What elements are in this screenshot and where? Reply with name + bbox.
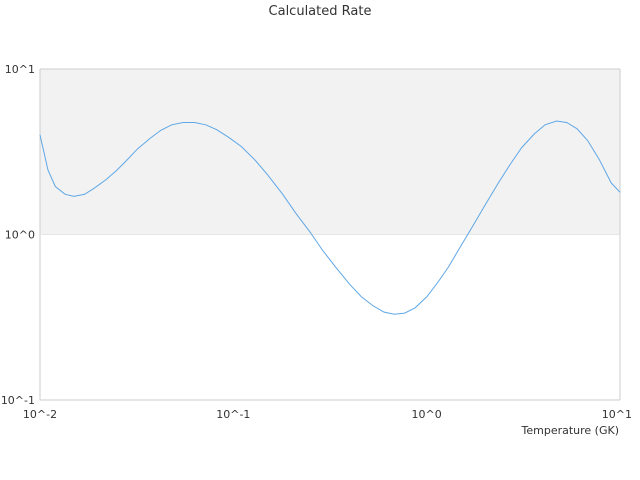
y-tick-label: 10^1 — [5, 63, 35, 76]
y-tick-label: 10^0 — [5, 229, 35, 242]
x-axis-title: Temperature (GK) — [521, 424, 620, 437]
series-line — [39, 120, 621, 315]
y-tick-label: 10^-1 — [1, 394, 35, 407]
shaded-band — [40, 69, 620, 235]
x-tick-label: 10^1 — [602, 408, 632, 421]
chart-title: Calculated Rate — [268, 4, 372, 19]
x-tick-label: 10^0 — [412, 408, 442, 421]
x-tick-label: 10^-1 — [216, 408, 250, 421]
x-tick-label: 10^-2 — [23, 408, 57, 421]
